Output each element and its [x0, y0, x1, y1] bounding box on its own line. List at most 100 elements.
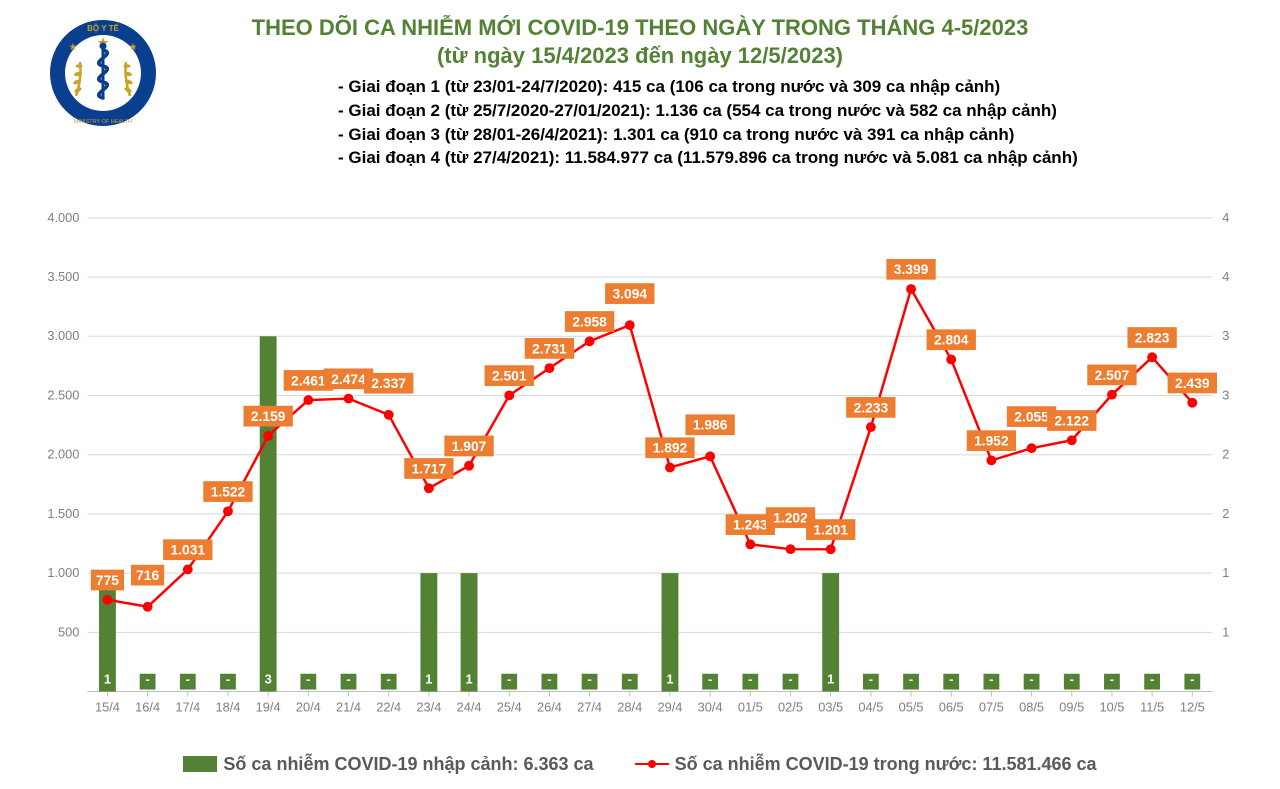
- svg-text:1.717: 1.717: [412, 460, 447, 476]
- chart-title: THEO DÕI CA NHIỄM MỚI COVID-19 THEO NGÀY…: [8, 8, 1272, 69]
- svg-text:3: 3: [265, 672, 272, 687]
- svg-text:2.958: 2.958: [572, 313, 607, 329]
- svg-text:-: -: [1110, 672, 1114, 687]
- svg-text:24/4: 24/4: [457, 699, 482, 714]
- svg-text:1.522: 1.522: [211, 483, 246, 499]
- note-line: - Giai đoạn 1 (từ 23/01-24/7/2020): 415 …: [338, 75, 1272, 99]
- svg-text:2.804: 2.804: [934, 332, 969, 348]
- svg-text:03/5: 03/5: [818, 699, 843, 714]
- svg-text:-: -: [587, 672, 591, 687]
- svg-text:1.500: 1.500: [47, 506, 79, 521]
- svg-text:-: -: [186, 672, 190, 687]
- svg-text:12/5: 12/5: [1180, 699, 1205, 714]
- svg-text:2.439: 2.439: [1175, 375, 1210, 391]
- svg-text:-: -: [226, 672, 230, 687]
- svg-text:-: -: [387, 672, 391, 687]
- svg-text:2.159: 2.159: [251, 408, 286, 424]
- chart-container: BỘ Y TẾ MINISTRY OF HEALTH: [8, 8, 1272, 781]
- svg-text:1: 1: [1222, 565, 1229, 580]
- svg-text:01/5: 01/5: [738, 699, 763, 714]
- svg-text:3.399: 3.399: [894, 261, 929, 277]
- svg-text:-: -: [507, 672, 511, 687]
- svg-text:-: -: [909, 672, 913, 687]
- svg-text:3.094: 3.094: [613, 286, 648, 302]
- svg-text:-: -: [869, 672, 873, 687]
- svg-text:-: -: [547, 672, 551, 687]
- legend-line-label: Số ca nhiễm COVID-19 trong nước: 11.581.…: [675, 754, 1097, 775]
- title-line-1: THEO DÕI CA NHIỄM MỚI COVID-19 THEO NGÀY…: [8, 14, 1272, 42]
- svg-text:2.000: 2.000: [47, 447, 79, 462]
- svg-text:16/4: 16/4: [135, 699, 160, 714]
- svg-text:3: 3: [1222, 328, 1229, 343]
- svg-text:1.907: 1.907: [452, 438, 487, 454]
- logo-text-bottom: MINISTRY OF HEALTH: [74, 119, 132, 125]
- svg-text:2.823: 2.823: [1135, 329, 1170, 345]
- note-line: - Giai đoạn 3 (từ 28/01-26/4/2021): 1.30…: [338, 123, 1272, 147]
- svg-text:-: -: [1029, 672, 1033, 687]
- svg-text:21/4: 21/4: [336, 699, 361, 714]
- svg-text:2.461: 2.461: [291, 372, 326, 388]
- svg-text:18/4: 18/4: [216, 699, 241, 714]
- svg-text:20/4: 20/4: [296, 699, 321, 714]
- svg-text:1.202: 1.202: [773, 510, 808, 526]
- note-line: - Giai đoạn 4 (từ 27/4/2021): 11.584.977…: [338, 146, 1272, 170]
- svg-text:07/5: 07/5: [979, 699, 1004, 714]
- svg-text:4: 4: [1222, 269, 1229, 284]
- svg-text:2.507: 2.507: [1095, 367, 1130, 383]
- svg-text:15/4: 15/4: [95, 699, 120, 714]
- svg-text:-: -: [346, 672, 350, 687]
- title-line-2: (từ ngày 15/4/2023 đến ngày 12/5/2023): [8, 42, 1272, 70]
- svg-text:02/5: 02/5: [778, 699, 803, 714]
- svg-text:2.500: 2.500: [47, 387, 79, 402]
- svg-text:27/4: 27/4: [577, 699, 602, 714]
- svg-text:4: 4: [1222, 210, 1229, 225]
- svg-text:2.122: 2.122: [1054, 412, 1089, 428]
- svg-text:30/4: 30/4: [698, 699, 723, 714]
- svg-text:2: 2: [1222, 447, 1229, 462]
- svg-text:17/4: 17/4: [175, 699, 200, 714]
- svg-text:08/5: 08/5: [1019, 699, 1044, 714]
- svg-text:716: 716: [136, 567, 159, 583]
- svg-text:2.233: 2.233: [854, 399, 889, 415]
- svg-text:11/5: 11/5: [1140, 699, 1164, 714]
- svg-text:1: 1: [827, 672, 834, 687]
- svg-text:26/4: 26/4: [537, 699, 562, 714]
- svg-text:1: 1: [104, 672, 111, 687]
- svg-text:4.000: 4.000: [47, 210, 79, 225]
- svg-text:-: -: [949, 672, 953, 687]
- svg-text:1.201: 1.201: [813, 522, 848, 538]
- svg-text:10/5: 10/5: [1099, 699, 1124, 714]
- svg-text:-: -: [708, 672, 712, 687]
- svg-text:29/4: 29/4: [657, 699, 682, 714]
- svg-text:04/5: 04/5: [858, 699, 883, 714]
- svg-text:2: 2: [1222, 506, 1229, 521]
- svg-text:1: 1: [465, 672, 472, 687]
- svg-text:23/4: 23/4: [416, 699, 441, 714]
- svg-text:19/4: 19/4: [256, 699, 281, 714]
- svg-text:1.031: 1.031: [171, 542, 206, 558]
- svg-text:2.501: 2.501: [492, 368, 527, 384]
- svg-text:-: -: [788, 672, 792, 687]
- svg-text:1.986: 1.986: [693, 417, 728, 433]
- svg-text:-: -: [989, 672, 993, 687]
- svg-text:1.952: 1.952: [974, 433, 1009, 449]
- svg-text:2.055: 2.055: [1014, 409, 1049, 425]
- svg-text:-: -: [145, 672, 149, 687]
- svg-text:3.000: 3.000: [47, 328, 79, 343]
- svg-text:25/4: 25/4: [497, 699, 522, 714]
- logo-text-top: BỘ Y TẾ: [87, 23, 119, 33]
- svg-text:3: 3: [1222, 387, 1229, 402]
- legend: Số ca nhiễm COVID-19 nhập cảnh: 6.363 ca…: [8, 754, 1272, 778]
- svg-text:-: -: [1150, 672, 1154, 687]
- legend-bar-label: Số ca nhiễm COVID-19 nhập cảnh: 6.363 ca: [223, 754, 593, 775]
- svg-text:775: 775: [96, 572, 119, 588]
- svg-text:2.731: 2.731: [532, 340, 567, 356]
- svg-text:500: 500: [58, 624, 79, 639]
- svg-text:22/4: 22/4: [376, 699, 401, 714]
- svg-text:2.474: 2.474: [331, 371, 366, 387]
- legend-bar: Số ca nhiễm COVID-19 nhập cảnh: 6.363 ca: [183, 754, 593, 775]
- svg-text:05/5: 05/5: [899, 699, 924, 714]
- svg-text:28/4: 28/4: [617, 699, 642, 714]
- svg-text:-: -: [628, 672, 632, 687]
- svg-text:1.243: 1.243: [733, 517, 768, 533]
